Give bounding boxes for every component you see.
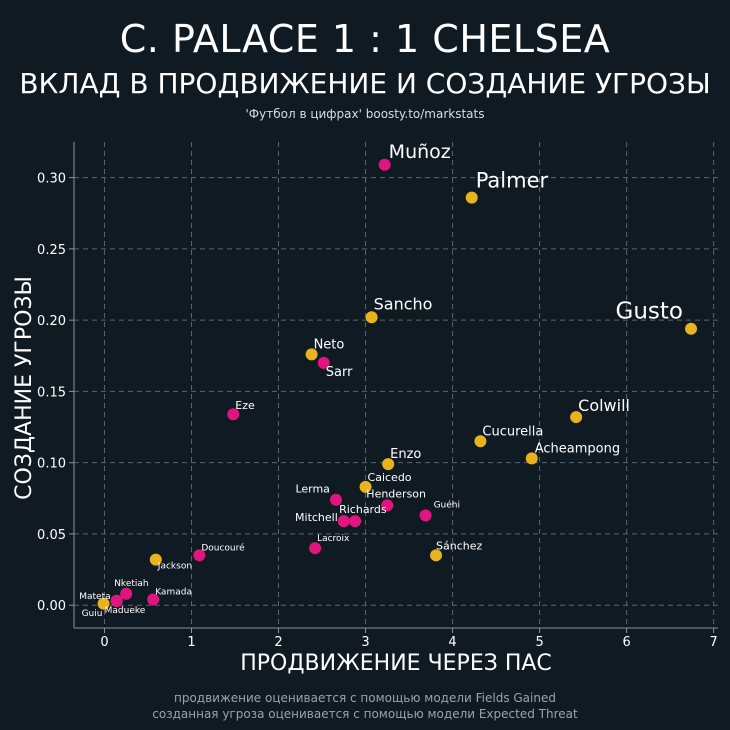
data-point-colwill — [570, 411, 583, 424]
point-label: Guéhi — [434, 499, 460, 510]
point-label: Nketiah — [114, 579, 148, 589]
data-point-mitchell — [337, 515, 350, 528]
x-tick-label: 0 — [100, 635, 108, 650]
x-tick-label: 4 — [448, 635, 456, 650]
y-tick-label: 0.25 — [37, 243, 66, 258]
data-point-sancho — [365, 311, 378, 324]
y-tick-label: 0.00 — [37, 599, 66, 614]
data-point-jackson — [149, 553, 162, 566]
plot-area — [74, 142, 718, 628]
data-point-lacroix — [309, 542, 322, 555]
chart-title: C. PALACE 1 : 1 CHELSEA — [119, 17, 611, 61]
point-label: Henderson — [366, 487, 426, 500]
point-label: Lerma — [295, 483, 330, 496]
point-label: Sancho — [374, 294, 433, 313]
x-tick-label: 5 — [535, 635, 543, 650]
data-point-doucour- — [193, 549, 206, 562]
x-tick-label: 2 — [274, 635, 282, 650]
data-point-sarr — [317, 356, 330, 369]
point-labels: Palmer Gusto Sancho Neto Colwill Cucurella Ach… — [79, 141, 683, 619]
point-label: Muñoz — [389, 141, 451, 163]
point-label: Acheampong — [535, 441, 620, 456]
x-tick-label: 3 — [361, 635, 369, 650]
y-tick-label: 0.20 — [37, 314, 66, 329]
data-point-enzo — [382, 458, 395, 471]
data-point-mu-oz — [378, 158, 391, 171]
y-tick-label: 0.30 — [37, 172, 66, 187]
point-label: Cucurella — [482, 424, 543, 439]
data-point-palmer — [465, 191, 478, 204]
data-point-cucurella — [474, 435, 487, 448]
chart-subtitle: ВКЛАД В ПРОДВИЖЕНИЕ И СОЗДАНИЕ УГРОЗЫ — [19, 67, 711, 100]
point-label: Palmer — [476, 169, 549, 193]
data-point-guiu — [97, 597, 110, 610]
x-tick-label: 1 — [187, 635, 195, 650]
point-label: Jackson — [157, 562, 192, 572]
point-label: Mateta — [79, 592, 110, 602]
data-point-kamada — [147, 593, 160, 606]
y-tick-label: 0.15 — [37, 385, 66, 400]
tick-labels: 0 1 2 3 4 5 6 7 0.00 0.05 0.10 0.15 0.20 0.25 0.30 — [37, 172, 718, 650]
point-label: Colwill — [578, 396, 630, 415]
data-point-gusto — [685, 322, 698, 335]
point-label: Doucouré — [201, 542, 245, 553]
data-point-s-nchez — [430, 549, 443, 562]
gridlines — [74, 142, 718, 628]
point-label: Neto — [314, 337, 345, 352]
data-point-caicedo — [359, 480, 372, 493]
y-axis-title: СОЗДАНИЕ УГРОЗЫ — [12, 276, 37, 500]
point-label: Kamada — [155, 587, 192, 597]
data-point-richards — [349, 515, 362, 528]
x-tick-label: 6 — [622, 635, 630, 650]
data-point-neto — [305, 348, 318, 361]
data-points — [97, 158, 698, 610]
data-point-acheampong — [525, 452, 538, 465]
point-label: Mitchell — [295, 511, 338, 524]
axes — [69, 142, 718, 633]
point-label: Gusto — [616, 299, 683, 325]
data-point-henderson — [381, 499, 394, 512]
x-tick-label: 7 — [710, 635, 718, 650]
data-point-gu-hi — [419, 509, 432, 522]
point-label: Lacroix — [317, 534, 350, 544]
footnote-expected-threat: созданная угроза оценивается с помощью м… — [152, 707, 578, 721]
point-label: Sarr — [326, 365, 353, 380]
data-point-lerma — [329, 493, 342, 506]
point-label: Caicedo — [368, 471, 412, 484]
x-axis-title: ПРОДВИЖЕНИЕ ЧЕРЕЗ ПАС — [240, 651, 552, 676]
point-label: Eze — [235, 399, 255, 412]
data-point-mateta — [110, 594, 123, 607]
data-point-nketiah — [120, 587, 133, 600]
point-label: Madueke — [105, 606, 146, 616]
point-label: Richards — [339, 503, 387, 516]
point-label: Sánchez — [436, 539, 482, 552]
y-tick-label: 0.05 — [37, 528, 66, 543]
data-point-eze — [227, 408, 240, 421]
credit-line: 'Футбол в цифрах' boosty.to/markstats — [245, 107, 485, 121]
point-label: Guiu — [82, 609, 103, 619]
point-label: Enzo — [390, 447, 421, 462]
y-tick-label: 0.10 — [37, 457, 66, 472]
footnote-fields-gained: продвижение оценивается с помощью модели… — [174, 691, 556, 705]
